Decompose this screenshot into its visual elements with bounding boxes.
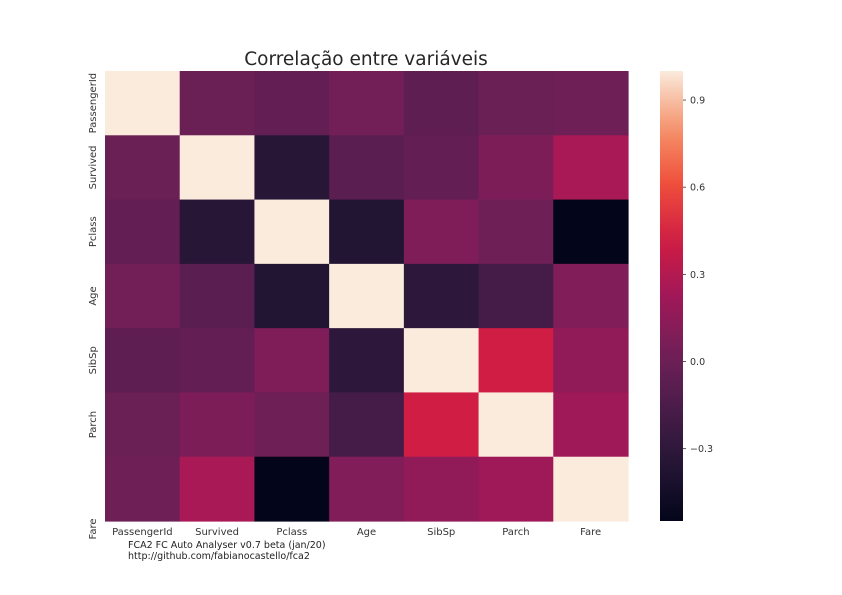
heatmap-cell-Pclass-Pclass: [254, 199, 330, 265]
colorbar-tick-label: 0.9: [690, 96, 705, 107]
footer-version: FCA2 FC Auto Analyser v0.7 beta (jan/20): [128, 540, 326, 551]
heatmap-cell-Survived-SibSp: [403, 135, 480, 201]
heatmap-cell-Fare-Parch: [478, 456, 554, 522]
colorbar-tick-label: 0.3: [690, 270, 705, 281]
heatmap-cell-SibSp-PassengerId: [105, 328, 181, 394]
heatmap-cell-Fare-Age: [329, 456, 405, 522]
y-tick-label: Pclass: [88, 216, 99, 247]
y-tick-label: Age: [88, 286, 99, 305]
chart-title: Correlação entre variáveis: [244, 49, 488, 70]
heatmap-cell-PassengerId-Parch: [478, 71, 554, 136]
heatmap-cell-Survived-Age: [329, 135, 405, 201]
heatmap-cell-Pclass-Age: [329, 199, 405, 265]
heatmap-cell-PassengerId-PassengerId: [105, 71, 181, 136]
y-tick-label: Parch: [88, 411, 99, 438]
y-tick-label: Survived: [88, 145, 99, 189]
heatmap-cell-Age-Pclass: [254, 263, 330, 329]
y-tick-label: SibSp: [88, 346, 99, 374]
heatmap-cell-Parch-Pclass: [254, 392, 330, 458]
x-tick-label: PassengerId: [112, 527, 173, 538]
heatmap-cell-PassengerId-Age: [329, 71, 405, 136]
heatmap-cell-Survived-Survived: [179, 135, 256, 201]
heatmap-cells: [105, 71, 629, 522]
heatmap-cell-PassengerId-Fare: [553, 71, 629, 136]
colorbar-tick-label: 0.0: [690, 357, 705, 368]
heatmap-cell-Survived-Pclass: [254, 135, 330, 201]
y-tick-label: Fare: [88, 518, 99, 539]
heatmap-cell-Parch-Age: [329, 392, 405, 458]
heatmap-cell-Pclass-PassengerId: [105, 199, 181, 265]
x-tick-label: Parch: [502, 527, 529, 538]
heatmap-cell-Parch-SibSp: [403, 392, 480, 458]
heatmap-cell-Age-SibSp: [403, 263, 480, 329]
heatmap-cell-Fare-SibSp: [403, 456, 480, 522]
heatmap-cell-SibSp-SibSp: [403, 328, 480, 394]
x-tick-label: Survived: [195, 527, 239, 538]
heatmap-cell-Fare-Fare: [553, 456, 629, 522]
y-tick-label: PassengerId: [88, 73, 99, 134]
colorbar: [660, 71, 683, 521]
heatmap-cell-SibSp-Pclass: [254, 328, 330, 394]
heatmap-cell-SibSp-Age: [329, 328, 405, 394]
x-tick-label: SibSp: [427, 527, 455, 538]
x-tick-label: Age: [357, 527, 376, 538]
heatmap-cell-Parch-Parch: [478, 392, 554, 458]
heatmap-cell-Age-Parch: [478, 263, 554, 329]
footer: FCA2 FC Auto Analyser v0.7 beta (jan/20)…: [128, 540, 326, 562]
heatmap-cell-Survived-PassengerId: [105, 135, 181, 201]
colorbar-ticks: 0.9 0.6 0.3 0.0 −0.3: [683, 96, 713, 455]
heatmap-cell-Fare-Pclass: [254, 456, 330, 522]
heatmap-cell-PassengerId-SibSp: [403, 71, 480, 136]
heatmap-cell-Pclass-Fare: [553, 199, 629, 265]
heatmap-cell-Age-Survived: [179, 263, 256, 329]
x-tick-label: Pclass: [276, 527, 307, 538]
heatmap-cell-Parch-Fare: [553, 392, 629, 458]
colorbar-tick-label: −0.3: [690, 444, 713, 455]
y-tick-labels: PassengerId Survived Pclass Age SibSp Parch Fa…: [88, 73, 99, 540]
heatmap-cell-Age-Fare: [553, 263, 629, 329]
heatmap-cell-Age-PassengerId: [105, 263, 181, 329]
x-tick-labels: PassengerId Survived Pclass Age SibSp Parch Fa…: [112, 527, 601, 538]
x-tick-label: Fare: [580, 527, 601, 538]
heatmap-cell-Parch-PassengerId: [105, 392, 181, 458]
heatmap-cell-Pclass-SibSp: [403, 199, 480, 265]
heatmap-cell-Age-Age: [329, 263, 405, 329]
heatmap-cell-Pclass-Parch: [478, 199, 554, 265]
footer-url: http://github.com/fabianocastello/fca2: [128, 551, 310, 562]
heatmap-cell-Pclass-Survived: [179, 199, 256, 265]
heatmap-cell-PassengerId-Pclass: [254, 71, 330, 136]
heatmap-cell-SibSp-Fare: [553, 328, 629, 394]
heatmap-cell-SibSp-Parch: [478, 328, 554, 394]
heatmap-cell-PassengerId-Survived: [179, 71, 256, 136]
heatmap-cell-Survived-Parch: [478, 135, 554, 201]
heatmap-cell-Parch-Survived: [179, 392, 256, 458]
heatmap-cell-Survived-Fare: [553, 135, 629, 201]
heatmap-cell-Fare-Survived: [179, 456, 256, 522]
heatmap-cell-Fare-PassengerId: [105, 456, 181, 522]
heatmap-cell-SibSp-Survived: [179, 328, 256, 394]
colorbar-tick-label: 0.6: [690, 183, 705, 194]
